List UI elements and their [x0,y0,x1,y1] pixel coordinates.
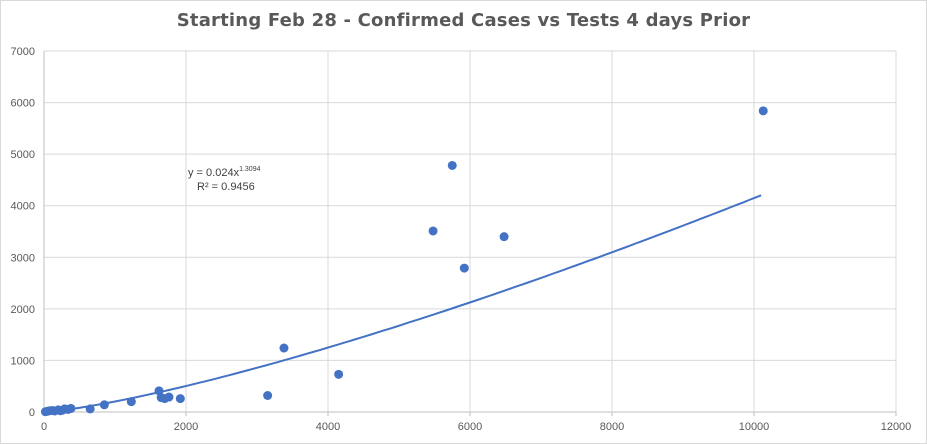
y-tick-label: 5000 [11,149,35,161]
data-points [40,106,768,417]
trendline-group [43,194,762,413]
data-point [428,226,438,236]
x-axis-ticks: 0 2000 4000 6000 8000 10000 12000 [41,421,911,433]
data-point [263,390,273,400]
y-axis-ticks: 0 1000 2000 3000 4000 5000 6000 7000 [11,46,35,419]
data-point [499,232,509,242]
data-point [164,392,174,402]
gridlines [43,50,897,416]
trendline-equation: y = 0.024x1.3094 R² = 0.9456 [188,166,261,193]
data-point [279,343,289,353]
y-tick-label: 1000 [11,355,35,367]
x-tick-label: 6000 [458,421,482,433]
y-tick-label: 3000 [11,252,35,264]
data-point [85,404,95,414]
x-tick-label: 8000 [600,421,624,433]
x-tick-label: 4000 [316,421,340,433]
r-squared-text: R² = 0.9456 [197,181,255,193]
data-point [126,397,136,407]
data-point [66,403,76,413]
chart-title: Starting Feb 28 - Confirmed Cases vs Tes… [176,10,751,31]
data-point [758,106,768,116]
data-point [175,394,185,404]
x-tick-label: 0 [41,421,47,433]
x-tick-label: 10000 [739,421,770,433]
x-tick-label: 2000 [174,421,198,433]
y-tick-label: 4000 [11,201,35,213]
y-tick-label: 6000 [11,98,35,110]
y-tick-label: 0 [29,407,35,419]
data-point [334,369,344,379]
y-tick-label: 2000 [11,304,35,316]
data-point [447,160,457,170]
y-tick-label: 7000 [11,46,35,58]
equation-text: y = 0.024x1.3094 [188,166,261,179]
x-tick-label: 12000 [881,421,912,433]
data-point [99,400,109,410]
trendline [43,194,762,413]
data-point [459,263,469,273]
